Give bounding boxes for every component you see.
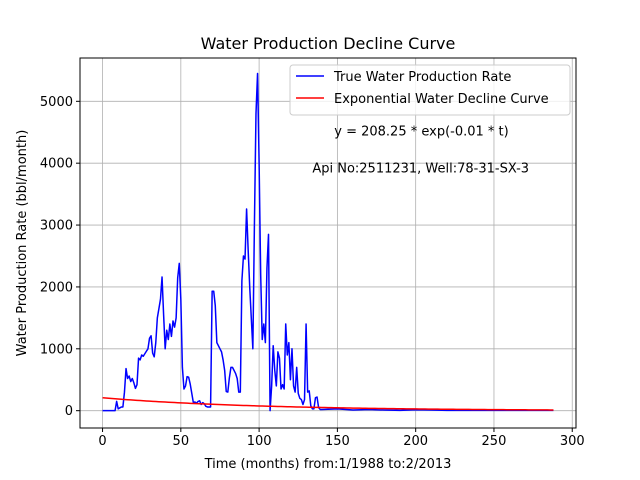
x-axis-ticks: 0 50 100 150 200 250 300: [98, 428, 585, 449]
plot-frame: [79, 57, 577, 429]
legend-label-exponential: Exponential Water Decline Curve: [334, 92, 549, 107]
y-tick-label: 5000: [40, 95, 73, 110]
y-axis-ticks: 0 1000 2000 3000 4000 5000: [40, 95, 80, 419]
well-annotation: Api No:2511231, Well:78-31-SX-3: [312, 161, 529, 176]
x-tick-label: 250: [482, 434, 507, 449]
series-true-water-rate-line: [102, 72, 554, 412]
x-tick-label: 200: [403, 434, 428, 449]
equation-annotation: y = 208.25 * exp(-0.01 * t): [334, 124, 508, 139]
y-axis-label: Water Production Rate (bbl/month): [15, 130, 30, 357]
y-tick-label: 2000: [40, 280, 73, 295]
y-tick-label: 0: [65, 404, 73, 419]
y-tick-label: 3000: [40, 219, 73, 234]
x-tick-label: 50: [173, 434, 190, 449]
legend-label-true-rate: True Water Production Rate: [333, 70, 511, 85]
x-tick-label: 300: [560, 434, 585, 449]
series-exponential-decline-line: [102, 397, 554, 411]
x-tick-label: 150: [325, 434, 350, 449]
y-tick-label: 4000: [40, 157, 73, 172]
legend: True Water Production Rate Exponential W…: [289, 64, 571, 116]
x-tick-label: 0: [98, 434, 106, 449]
y-tick-label: 1000: [40, 342, 73, 357]
legend-box: [289, 64, 571, 116]
x-axis-label: Time (months) from:1/1988 to:2/2013: [204, 457, 452, 472]
chart-title: Water Production Decline Curve: [201, 34, 456, 53]
x-tick-label: 100: [247, 434, 272, 449]
series-lines: [102, 72, 554, 412]
